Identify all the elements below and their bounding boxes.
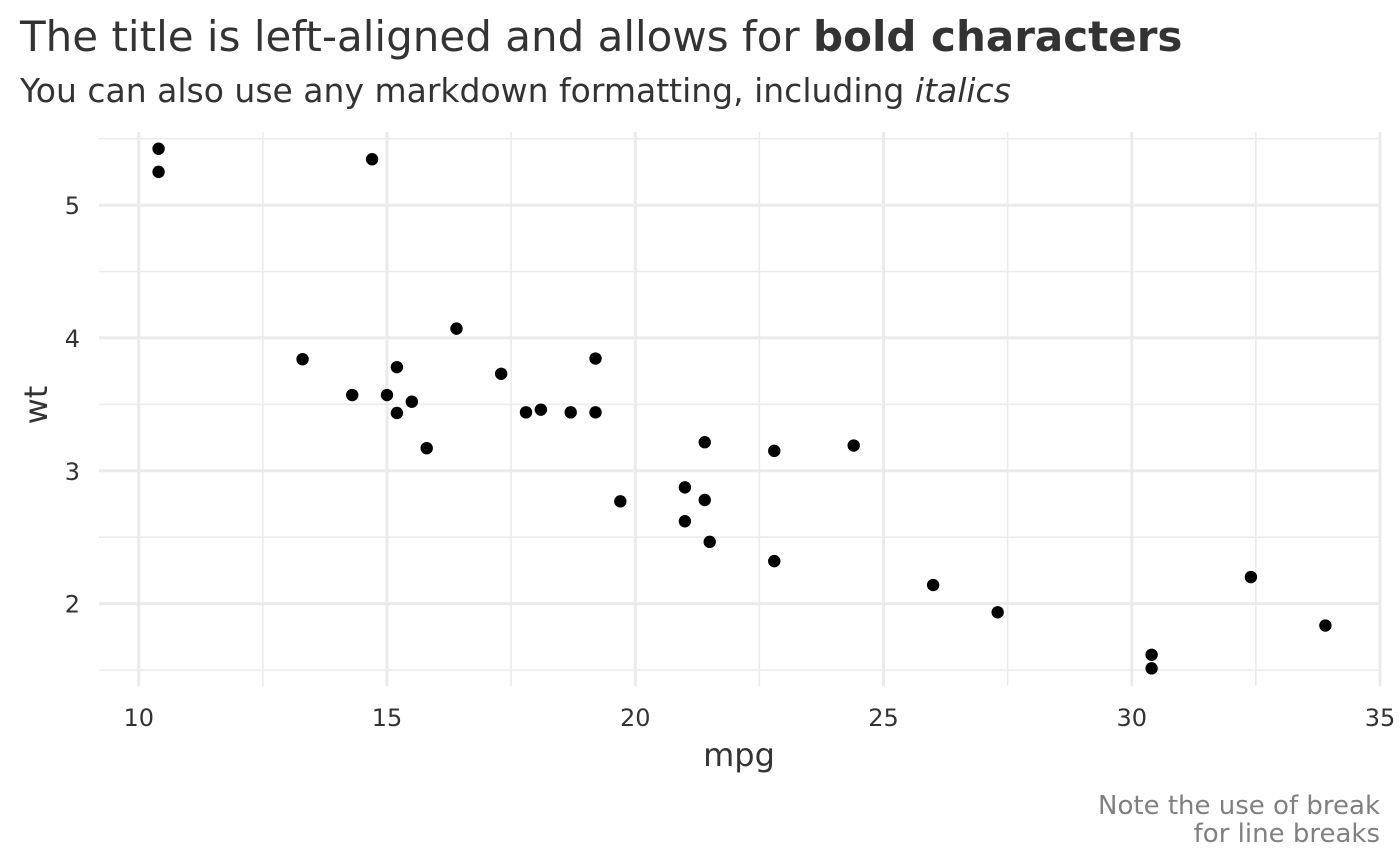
data-point xyxy=(698,493,711,507)
chart-title: The title is left-aligned and allows for… xyxy=(19,12,1182,61)
x-tick-label: 20 xyxy=(620,704,651,732)
grid-lines xyxy=(99,132,1382,686)
chart-title-plain: The title is left-aligned and allows for xyxy=(19,12,813,61)
data-point xyxy=(296,352,309,366)
data-point xyxy=(589,352,602,365)
chart-title-bold: bold characters xyxy=(813,12,1182,61)
y-tick-label: 2 xyxy=(65,591,80,619)
x-tick-label: 10 xyxy=(123,704,154,732)
data-point xyxy=(365,153,379,166)
x-tick-label: 35 xyxy=(1365,704,1396,732)
data-point xyxy=(768,444,781,458)
data-point xyxy=(152,142,165,155)
data-point xyxy=(450,322,463,335)
chart-subtitle-italic: italics xyxy=(915,71,1011,110)
data-point xyxy=(494,367,508,380)
data-point xyxy=(847,439,860,452)
data-point xyxy=(519,406,533,419)
caption-line-2: for line breaks xyxy=(1194,819,1380,849)
y-axis-title: wt xyxy=(17,386,55,425)
data-point xyxy=(1145,662,1158,675)
caption-line-1: Note the use of break xyxy=(1098,791,1380,821)
data-point xyxy=(678,515,692,528)
data-point xyxy=(768,554,781,568)
data-point xyxy=(390,406,404,420)
data-point xyxy=(1145,648,1158,661)
chart-subtitle-plain: You can also use any markdown formatting… xyxy=(19,71,915,110)
data-point xyxy=(564,406,577,419)
data-point xyxy=(390,360,404,374)
data-point xyxy=(678,481,692,494)
x-tick-label: 15 xyxy=(372,704,403,732)
y-tick-label: 3 xyxy=(65,458,80,486)
data-point xyxy=(614,495,627,508)
y-tick-label: 5 xyxy=(65,192,80,220)
data-point xyxy=(1244,570,1258,584)
chart-subtitle: You can also use any markdown formatting… xyxy=(19,71,1011,110)
x-tick-label: 25 xyxy=(868,704,899,732)
data-point xyxy=(589,406,602,419)
data-point xyxy=(1319,619,1332,632)
data-point xyxy=(703,535,716,549)
data-point xyxy=(420,441,433,455)
data-point xyxy=(991,606,1004,619)
data-point xyxy=(380,388,394,402)
data-point xyxy=(534,403,548,416)
y-tick-labels: 2 3 4 5 xyxy=(65,192,80,619)
x-axis-title: mpg xyxy=(703,736,775,774)
x-tick-labels: 10 15 20 25 30 35 xyxy=(123,704,1395,732)
x-tick-label: 30 xyxy=(1116,704,1147,732)
y-tick-label: 4 xyxy=(65,325,80,353)
data-points xyxy=(152,142,1332,675)
data-point xyxy=(698,436,711,449)
data-point xyxy=(346,388,359,402)
data-point xyxy=(405,395,419,408)
data-point xyxy=(926,578,940,592)
data-point xyxy=(152,165,165,179)
